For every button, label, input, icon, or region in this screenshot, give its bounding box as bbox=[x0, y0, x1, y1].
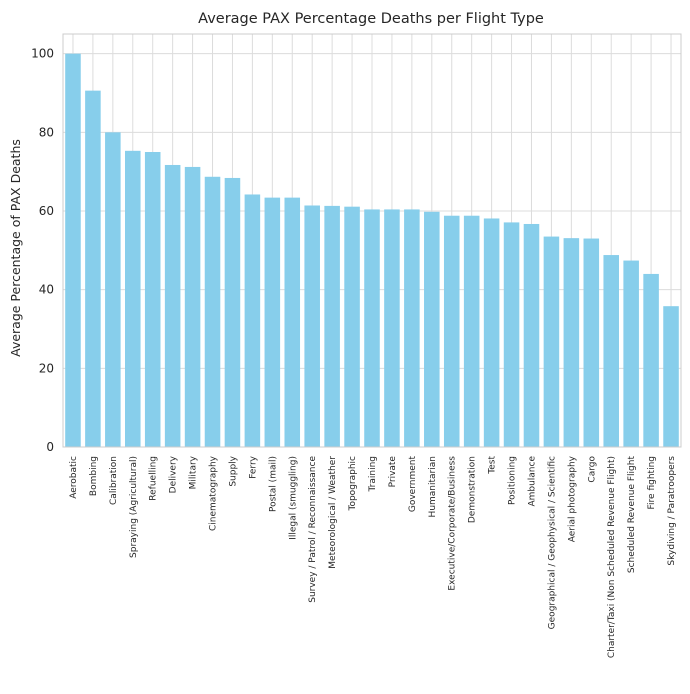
y-tick-label: 100 bbox=[31, 47, 54, 61]
x-tick-label: Cargo bbox=[587, 456, 597, 483]
bar bbox=[603, 255, 620, 447]
x-tick-label: Test bbox=[488, 456, 498, 475]
x-tick-label: Charter/Taxi (Non Scheduled Revenue Flig… bbox=[607, 456, 617, 658]
x-tick-label: Executive/Corporate/Business bbox=[448, 456, 458, 591]
bar bbox=[523, 223, 540, 447]
y-tick-labels: 0 20 40 60 80 100 bbox=[31, 47, 54, 454]
x-tick-label: Aerobatic bbox=[69, 456, 79, 499]
x-tick-label: Supply bbox=[228, 455, 238, 486]
bar bbox=[563, 238, 580, 447]
x-tick-labels: Aerobatic Bombing Calibration Spraying (Agr… bbox=[69, 455, 677, 658]
y-axis-label: Average Percentage of PAX Deaths bbox=[8, 139, 23, 357]
x-tick-label: Humanitarian bbox=[428, 456, 438, 517]
bar bbox=[164, 164, 181, 448]
x-tick-label: Cinematography bbox=[209, 455, 219, 531]
x-tick-label: Aerial photography bbox=[567, 455, 577, 542]
bar bbox=[543, 236, 560, 447]
bar bbox=[85, 90, 101, 447]
x-tick-label: Delivery bbox=[169, 455, 179, 493]
x-tick-label: Demonstration bbox=[468, 456, 478, 523]
x-tick-label: Ambulance bbox=[527, 456, 537, 507]
x-tick-label: Government bbox=[408, 456, 418, 513]
x-tick-label: Skydiving / Paratroopers bbox=[667, 456, 677, 566]
x-tick-label: Training bbox=[368, 456, 378, 493]
bar bbox=[324, 205, 340, 447]
bar bbox=[404, 209, 420, 447]
bar bbox=[65, 53, 81, 448]
x-tick-label: Scheduled Revenue Flight bbox=[627, 456, 637, 574]
bar bbox=[483, 218, 500, 447]
bar bbox=[264, 197, 281, 447]
y-tick-label: 0 bbox=[46, 440, 54, 454]
y-tick-label: 20 bbox=[39, 361, 54, 375]
y-tick-label: 40 bbox=[39, 283, 54, 297]
y-tick-label: 80 bbox=[39, 125, 54, 139]
bar bbox=[384, 209, 400, 447]
bar bbox=[643, 273, 659, 447]
bar bbox=[463, 215, 480, 447]
bar bbox=[623, 260, 639, 447]
bar bbox=[184, 166, 201, 448]
bars bbox=[65, 53, 679, 448]
y-tick-label: 60 bbox=[39, 204, 54, 218]
x-tick-label: Topographic bbox=[348, 456, 358, 512]
x-tick-label: Ferry bbox=[248, 455, 258, 478]
bar bbox=[144, 152, 161, 447]
x-tick-label: Spraying (Agricultural) bbox=[129, 456, 139, 558]
bar bbox=[204, 176, 221, 447]
chart-title: Average PAX Percentage Deaths per Flight… bbox=[198, 11, 544, 27]
x-tick-label: Postal (mail) bbox=[268, 456, 278, 512]
x-tick-label: Calibration bbox=[109, 456, 119, 505]
x-tick-label: Survey / Patrol / Reconnaissance bbox=[308, 456, 318, 603]
bar bbox=[224, 177, 241, 447]
bar bbox=[364, 209, 380, 447]
x-tick-label: Illegal (smuggling) bbox=[288, 456, 298, 540]
bar bbox=[424, 211, 440, 447]
bar bbox=[663, 306, 679, 447]
x-tick-label: Positioning bbox=[508, 456, 518, 505]
x-tick-label: Private bbox=[388, 456, 398, 488]
x-tick-label: Military bbox=[189, 455, 199, 489]
x-tick-label: Geographical / Geophysical / Scientific bbox=[547, 456, 557, 629]
bar bbox=[284, 197, 301, 447]
plot-area-frame bbox=[62, 33, 682, 448]
bar bbox=[503, 222, 520, 447]
x-tick-label: Fire fighting bbox=[647, 456, 657, 509]
bar bbox=[344, 206, 360, 447]
x-tick-label: Bombing bbox=[89, 456, 99, 496]
bar bbox=[244, 194, 261, 447]
x-tick-label: Meteorological / Weather bbox=[328, 456, 338, 569]
bar bbox=[124, 150, 141, 447]
bar bbox=[304, 205, 320, 447]
bar bbox=[443, 215, 460, 447]
bar bbox=[105, 132, 121, 448]
x-tick-label: Refuelling bbox=[149, 456, 159, 501]
bar bbox=[583, 238, 600, 447]
